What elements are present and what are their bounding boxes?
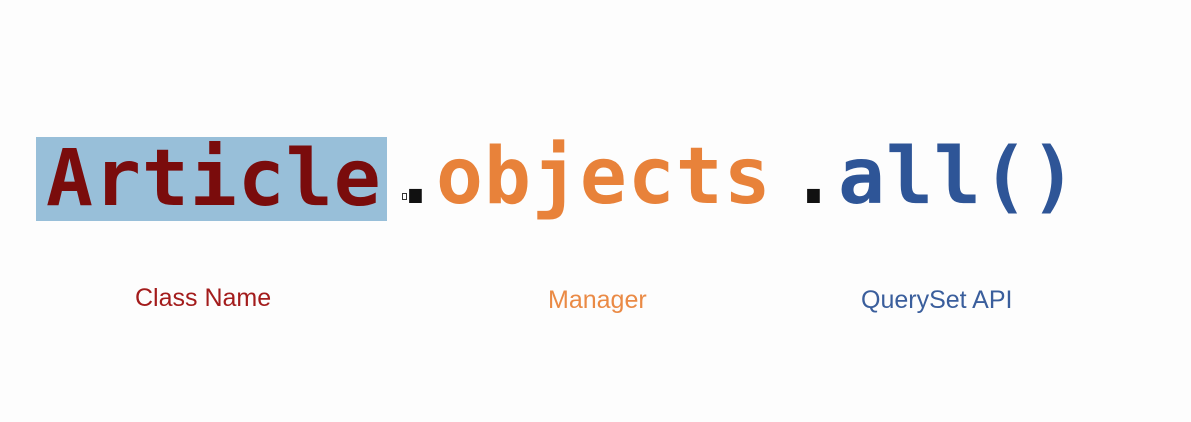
manager-label: Manager bbox=[548, 286, 647, 314]
dot-separator-2: . bbox=[790, 132, 837, 222]
queryset-call-token: all() bbox=[838, 132, 1078, 222]
queryset-api-label: QuerySet API bbox=[861, 286, 1013, 314]
text-cursor-icon bbox=[402, 193, 407, 200]
dot-separator-1: . bbox=[392, 132, 439, 222]
class-name-label: Class Name bbox=[135, 284, 272, 312]
manager-token: objects bbox=[436, 132, 772, 222]
class-name-token: Article bbox=[36, 137, 387, 221]
